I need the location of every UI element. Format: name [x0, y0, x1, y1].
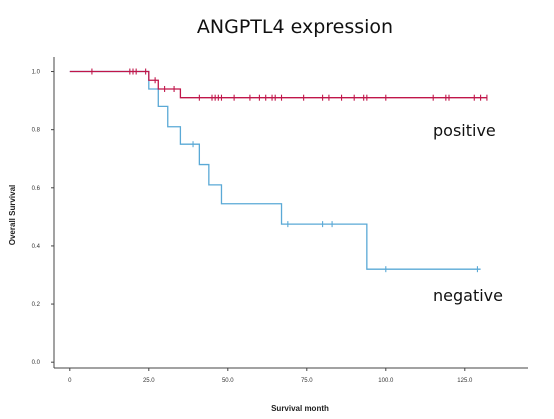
- y-tick-label: 0.4: [32, 244, 41, 250]
- y-tick-label: 1.0: [32, 70, 41, 76]
- y-tick-label: 0.0: [32, 360, 41, 366]
- series-label-negative: negative: [433, 286, 503, 305]
- survival-curve-positive: [69, 70, 487, 99]
- x-axis-title: Survival month: [271, 404, 329, 413]
- plot-area: [69, 68, 488, 273]
- series-negative: [69, 70, 481, 273]
- y-tick-label: 0.2: [32, 302, 41, 308]
- tick-labels: 0 25.0 50.0 75.0 100.0 125.0 0.0 0.2 0.4 0.6 0.8 1.…: [32, 70, 473, 384]
- x-tick-label: 125.0: [457, 378, 473, 384]
- y-tick-label: 0.8: [32, 128, 41, 134]
- x-tick-label: 75.0: [301, 378, 313, 384]
- x-tick-label: 25.0: [143, 378, 155, 384]
- survival-curve-negative: [69, 70, 481, 270]
- x-tick-label: 100.0: [378, 378, 394, 384]
- x-tick-label: 50.0: [222, 378, 234, 384]
- y-tick-label: 0.6: [32, 186, 41, 192]
- series-label-positive: positive: [433, 121, 496, 140]
- y-axis-title: Overall Survival: [8, 185, 17, 245]
- series-positive: [69, 68, 488, 101]
- axes: [53, 57, 528, 369]
- chart-title: ANGPTL4 expression: [197, 16, 393, 38]
- x-tick-label: 0: [68, 378, 72, 384]
